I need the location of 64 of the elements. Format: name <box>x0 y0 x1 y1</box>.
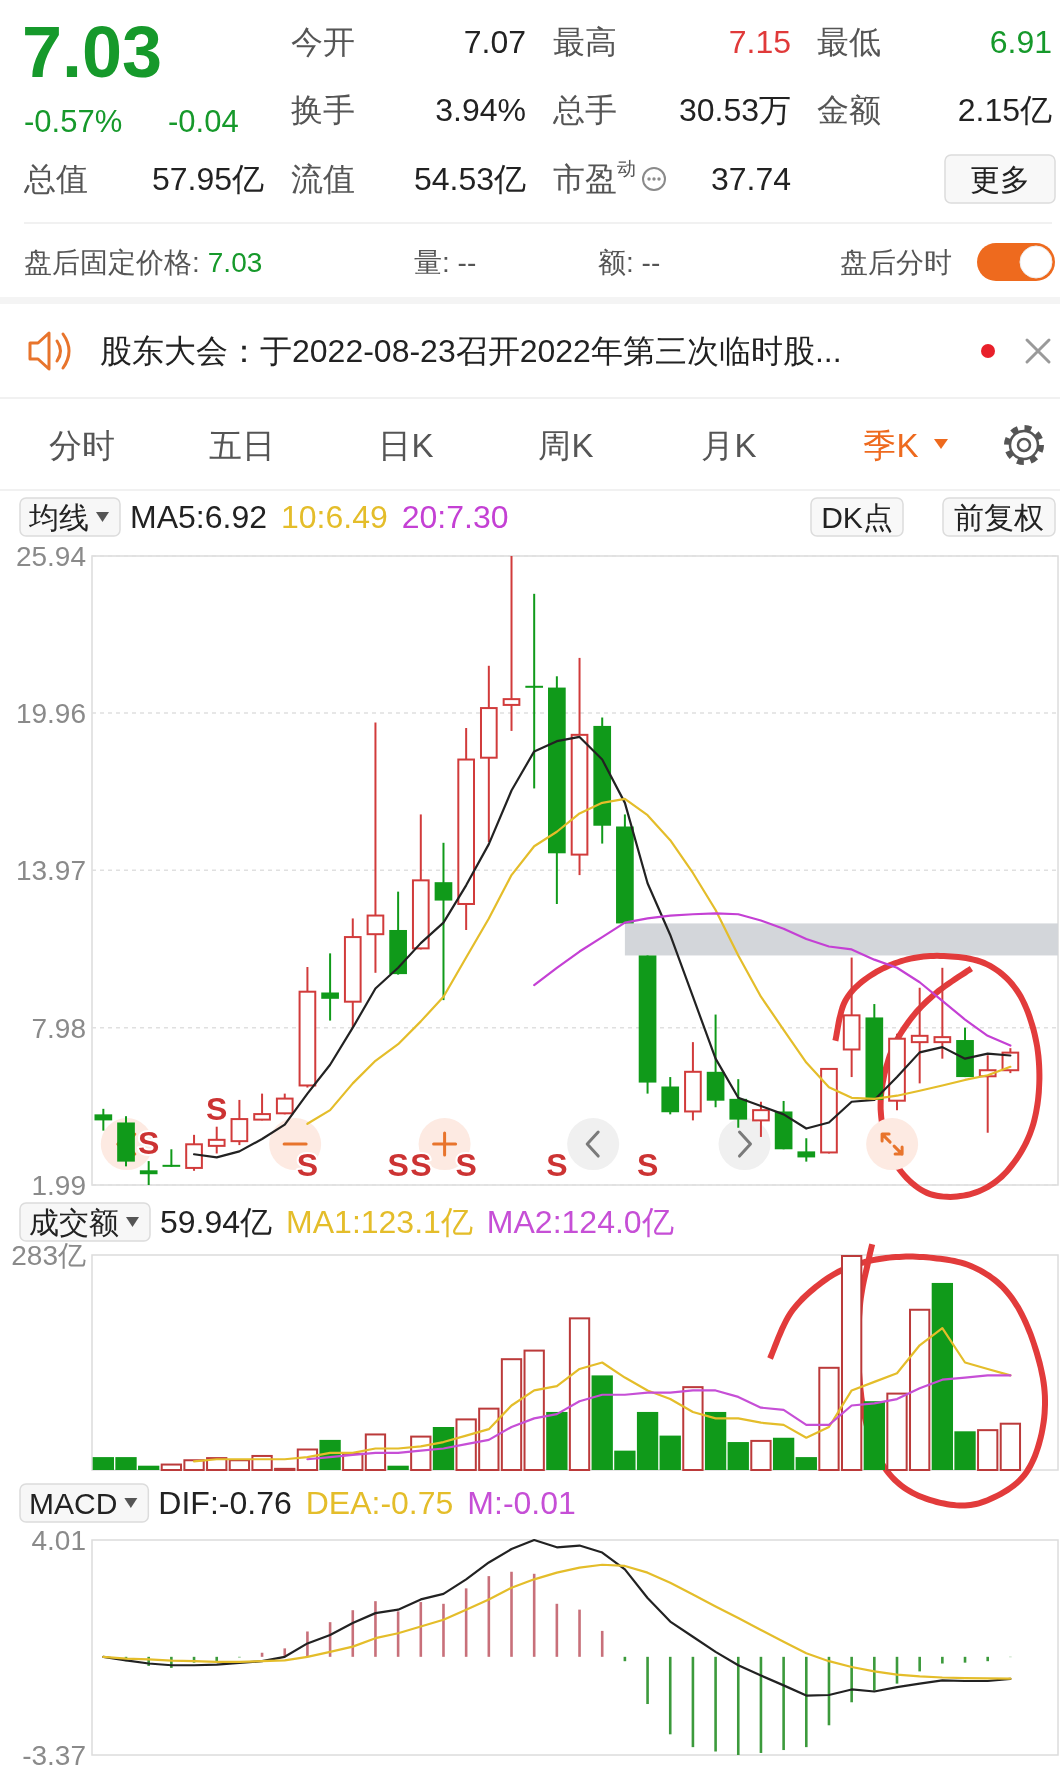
text: 30.53万 <box>678 92 791 128</box>
text: S <box>455 1147 477 1183</box>
text: 7.03 <box>207 246 263 278</box>
text: 更多 <box>970 162 1030 196</box>
text: 57.95亿 <box>151 161 264 197</box>
text: 季K <box>863 426 919 464</box>
y-tick-label: 1.99 <box>31 1169 86 1201</box>
text: S <box>410 1147 432 1183</box>
text: 3.94% <box>435 92 526 128</box>
text: 2.15亿 <box>957 92 1052 128</box>
text: S <box>206 1090 228 1127</box>
y-tick-label: 25.94 <box>15 540 86 572</box>
text: 54.53亿 <box>413 161 526 197</box>
text: S <box>636 1147 659 1183</box>
text: 月K <box>701 426 757 464</box>
text: 总值 <box>23 161 88 197</box>
text: MA1:123.1亿 <box>286 1204 473 1240</box>
text: 换手 <box>291 92 355 128</box>
text: 五日 <box>209 426 275 464</box>
text: 金额 <box>817 92 881 128</box>
y-tick-label: 19.96 <box>15 697 86 729</box>
text: 59.94亿 <box>160 1204 273 1240</box>
text: 日K <box>378 426 434 464</box>
text: 今开 <box>291 24 355 60</box>
text: MA2:124.0亿 <box>486 1204 674 1240</box>
text: 20:7.30 <box>401 499 509 535</box>
text: S <box>296 1147 319 1183</box>
text: 10:6.49 <box>280 499 388 535</box>
text: 7.07 <box>463 24 526 60</box>
text: -0.57% <box>24 103 123 139</box>
text: MA5:6.92 <box>130 499 267 535</box>
y-tick-label: 7.98 <box>31 1012 86 1044</box>
text: 7.03 <box>22 12 163 92</box>
text: 6.91 <box>989 24 1052 60</box>
text: 盘后固定价格: <box>24 246 200 278</box>
text: 最低 <box>817 24 881 60</box>
y-tick-label: -3.37 <box>22 1739 86 1771</box>
text: 周K <box>538 426 594 464</box>
text: S <box>387 1147 409 1183</box>
legend-title: MACD <box>29 1486 118 1520</box>
y-tick-label: 13.97 <box>15 854 86 886</box>
text: 分时 <box>49 426 115 464</box>
text: 额: -- <box>598 246 661 278</box>
text: 股东大会：于2022-08-23召开2022年第三次临时股... <box>100 333 842 369</box>
text: DK点 <box>821 500 893 534</box>
text: -0.04 <box>168 103 239 139</box>
text: 盘后分时 <box>840 246 952 278</box>
text: DEA:-0.75 <box>305 1485 454 1521</box>
text: 总手 <box>552 92 617 128</box>
text: 流值 <box>291 161 355 197</box>
text: 量: -- <box>414 246 477 278</box>
text: S <box>546 1147 568 1183</box>
text: 7.15 <box>728 24 791 60</box>
text: DIF:-0.76 <box>158 1485 292 1521</box>
text: 最高 <box>553 24 617 60</box>
text: 市盈$^{动}$ <box>553 158 636 197</box>
legend-title: 均线 <box>28 500 89 534</box>
text: 283亿 <box>11 1239 86 1271</box>
legend-title: 成交额 <box>29 1205 119 1239</box>
text: S <box>138 1125 160 1162</box>
text: 前复权 <box>954 500 1044 534</box>
text: 37.74 <box>710 161 791 197</box>
y-tick-label: 4.01 <box>31 1524 86 1556</box>
text: M:-0.01 <box>467 1485 576 1521</box>
